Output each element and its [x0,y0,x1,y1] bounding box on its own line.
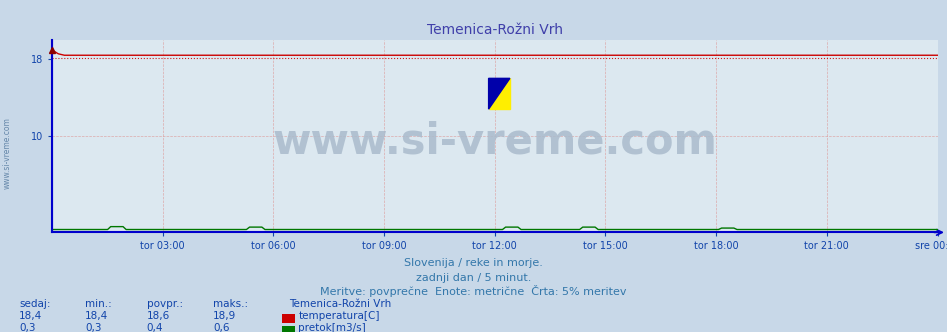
Text: temperatura[C]: temperatura[C] [298,311,380,321]
Text: 0,3: 0,3 [19,323,35,332]
Text: 18,6: 18,6 [147,311,170,321]
Text: Meritve: povprečne  Enote: metrične  Črta: 5% meritev: Meritve: povprečne Enote: metrične Črta:… [320,285,627,297]
Text: 0,6: 0,6 [213,323,229,332]
Polygon shape [489,78,509,109]
Text: 18,4: 18,4 [85,311,109,321]
Text: 18,4: 18,4 [19,311,43,321]
Text: zadnji dan / 5 minut.: zadnji dan / 5 minut. [416,273,531,283]
Text: povpr.:: povpr.: [147,299,183,309]
Text: Slovenija / reke in morje.: Slovenija / reke in morje. [404,258,543,268]
Polygon shape [489,78,509,109]
Text: sedaj:: sedaj: [19,299,50,309]
Text: Temenica-Rožni Vrh: Temenica-Rožni Vrh [289,299,391,309]
Text: maks.:: maks.: [213,299,248,309]
Text: 18,9: 18,9 [213,311,237,321]
Text: www.si-vreme.com: www.si-vreme.com [273,121,717,163]
Title: Temenica-Rožni Vrh: Temenica-Rožni Vrh [427,23,563,37]
Text: min.:: min.: [85,299,112,309]
Text: 0,3: 0,3 [85,323,101,332]
Text: 0,4: 0,4 [147,323,163,332]
Text: www.si-vreme.com: www.si-vreme.com [3,117,12,189]
Text: pretok[m3/s]: pretok[m3/s] [298,323,366,332]
